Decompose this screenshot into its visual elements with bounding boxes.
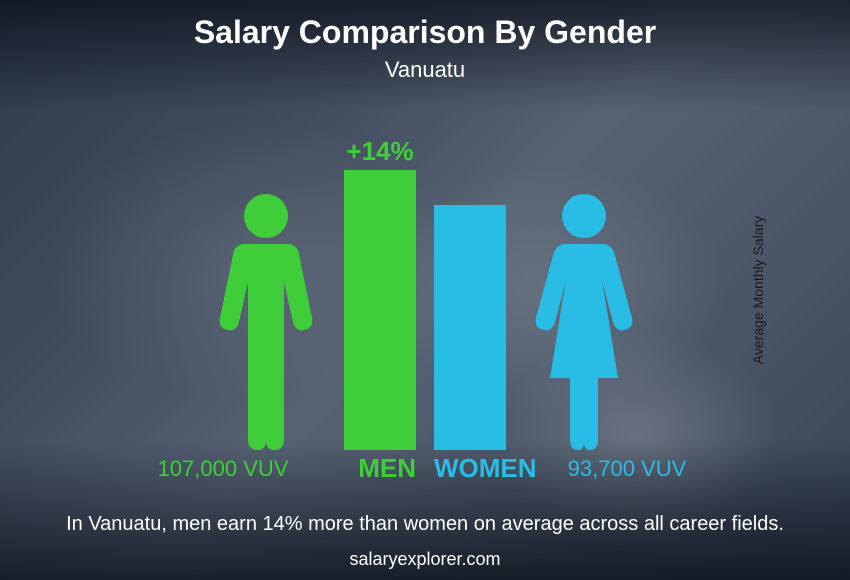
bar-women (434, 205, 506, 450)
y-axis-label: Average Monthly Salary (750, 216, 766, 364)
bar-men: +14% (344, 170, 416, 450)
pct-label-men: +14% (346, 136, 413, 167)
chart-title: Salary Comparison By Gender (0, 14, 850, 51)
woman-icon (524, 190, 644, 450)
chart-area: +14% (0, 90, 850, 450)
man-icon (206, 190, 326, 450)
source-label: salaryexplorer.com (0, 549, 850, 570)
label-men: MEN (321, 453, 416, 484)
description-text: In Vanuatu, men earn 14% more than women… (60, 511, 790, 538)
chart-subtitle: Vanuatu (0, 57, 850, 83)
infographic: Salary Comparison By Gender Vanuatu +14% (0, 0, 850, 580)
salary-men: 107,000 VUV (143, 456, 303, 482)
label-women: WOMEN (434, 453, 529, 484)
labels-row: 107,000 VUV MEN WOMEN 93,700 VUV (0, 453, 850, 484)
salary-women: 93,700 VUV (547, 456, 707, 482)
